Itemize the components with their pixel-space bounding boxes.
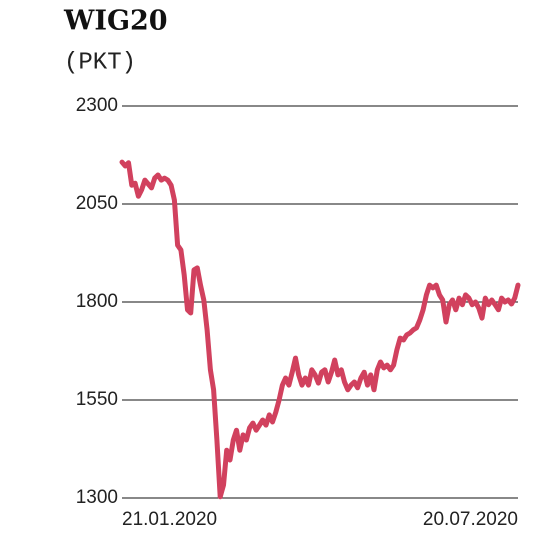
chart-subtitle: (PKT)	[64, 49, 136, 76]
y-tick-label: 1550	[76, 389, 118, 410]
y-tick-label: 1300	[76, 487, 118, 508]
chart-title: WIG20	[63, 6, 168, 37]
x-tick-label: 21.01.2020	[122, 509, 217, 530]
y-tick-label: 2050	[76, 193, 118, 214]
y-tick-label: 1800	[76, 291, 118, 312]
y-tick-label: 2300	[76, 95, 118, 116]
x-tick-label: 20.07.2020	[423, 509, 518, 530]
data-line	[119, 159, 521, 500]
